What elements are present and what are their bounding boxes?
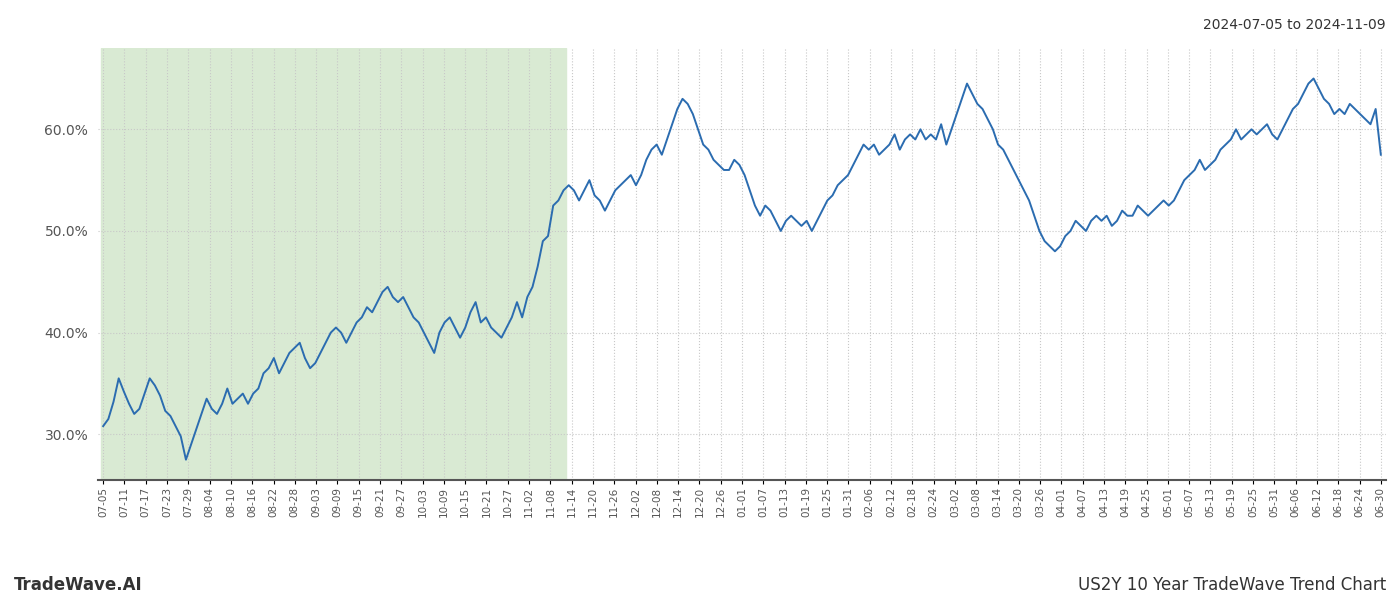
Text: TradeWave.AI: TradeWave.AI (14, 576, 143, 594)
Text: US2Y 10 Year TradeWave Trend Chart: US2Y 10 Year TradeWave Trend Chart (1078, 576, 1386, 594)
Text: 2024-07-05 to 2024-11-09: 2024-07-05 to 2024-11-09 (1204, 18, 1386, 32)
Bar (101, 48, 566, 480)
